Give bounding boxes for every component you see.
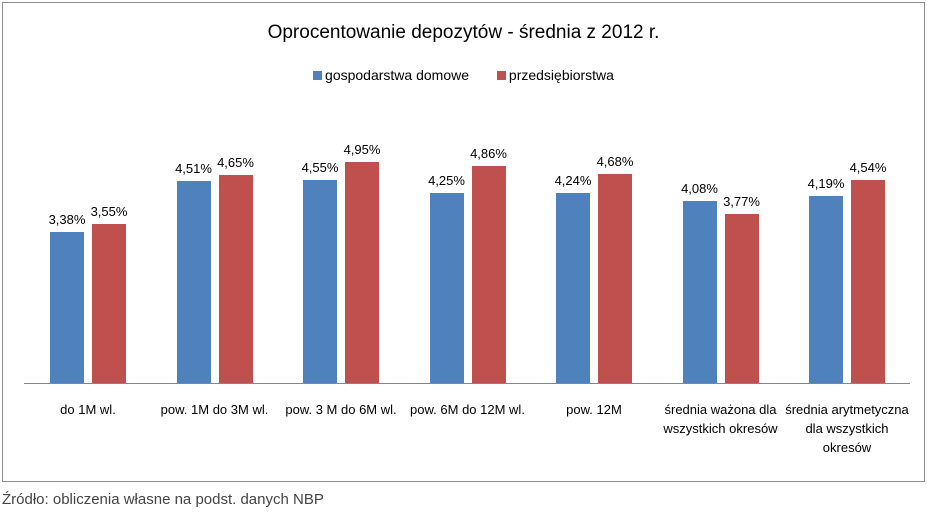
bar	[92, 224, 126, 383]
bar	[303, 179, 337, 383]
data-label: 4,25%	[428, 173, 465, 189]
x-axis-line	[24, 383, 910, 384]
legend-item-companies: przedsiębiorstwa	[496, 67, 614, 83]
bar	[345, 161, 379, 383]
legend-swatch	[496, 71, 506, 80]
bar	[724, 214, 759, 383]
bar	[218, 175, 253, 383]
data-label: 4,08%	[681, 180, 718, 196]
bar	[851, 180, 885, 383]
category-label: pow. 12M	[566, 402, 622, 417]
chart-area	[2, 2, 925, 482]
category-label: średnia ważona dla wszystkich okresów	[663, 402, 778, 436]
bar	[429, 193, 464, 383]
category-label: do 1M wl.	[60, 402, 116, 417]
bar	[598, 173, 632, 383]
data-label: 4,68%	[596, 153, 634, 169]
data-label: 4,51%	[175, 161, 212, 177]
bar	[471, 165, 506, 383]
legend-label: gospodarstwa domowe	[325, 67, 470, 83]
data-label: 4,65%	[217, 155, 254, 171]
category-label: pow. 6M do 12M wl.	[410, 402, 525, 417]
legend-swatch	[313, 71, 323, 80]
category-label: pow. 3 M do 6M wl.	[285, 402, 397, 417]
data-label: 3,77%	[723, 194, 760, 210]
bar	[176, 181, 211, 383]
category-label: pow. 1M do 3M wl.	[160, 402, 269, 417]
data-label: 3,55%	[90, 204, 128, 220]
data-label: 4,19%	[807, 175, 845, 191]
legend-label: przedsiębiorstwa	[508, 67, 614, 83]
source-note: Źródło: obliczenia własne na podst. dany…	[2, 491, 324, 508]
bar	[682, 200, 717, 383]
data-label: 3,38%	[48, 211, 86, 227]
data-label: 4,95%	[343, 141, 381, 157]
data-label: 4,55%	[301, 159, 339, 175]
data-label: 4,86%	[470, 145, 507, 161]
bar	[556, 193, 590, 383]
bar	[50, 231, 84, 383]
data-label: 4,24%	[554, 173, 592, 189]
data-label: 4,54%	[849, 160, 887, 176]
legend-item-households: gospodarstwa domowe	[313, 67, 469, 83]
legend: gospodarstwa domowe przedsiębiorstwa	[0, 67, 927, 83]
chart-title: Oprocentowanie depozytów - średnia z 201…	[267, 22, 660, 43]
bar	[809, 195, 843, 383]
category-label: średnia arytmetyczna dla wszystkich okre…	[785, 402, 909, 455]
